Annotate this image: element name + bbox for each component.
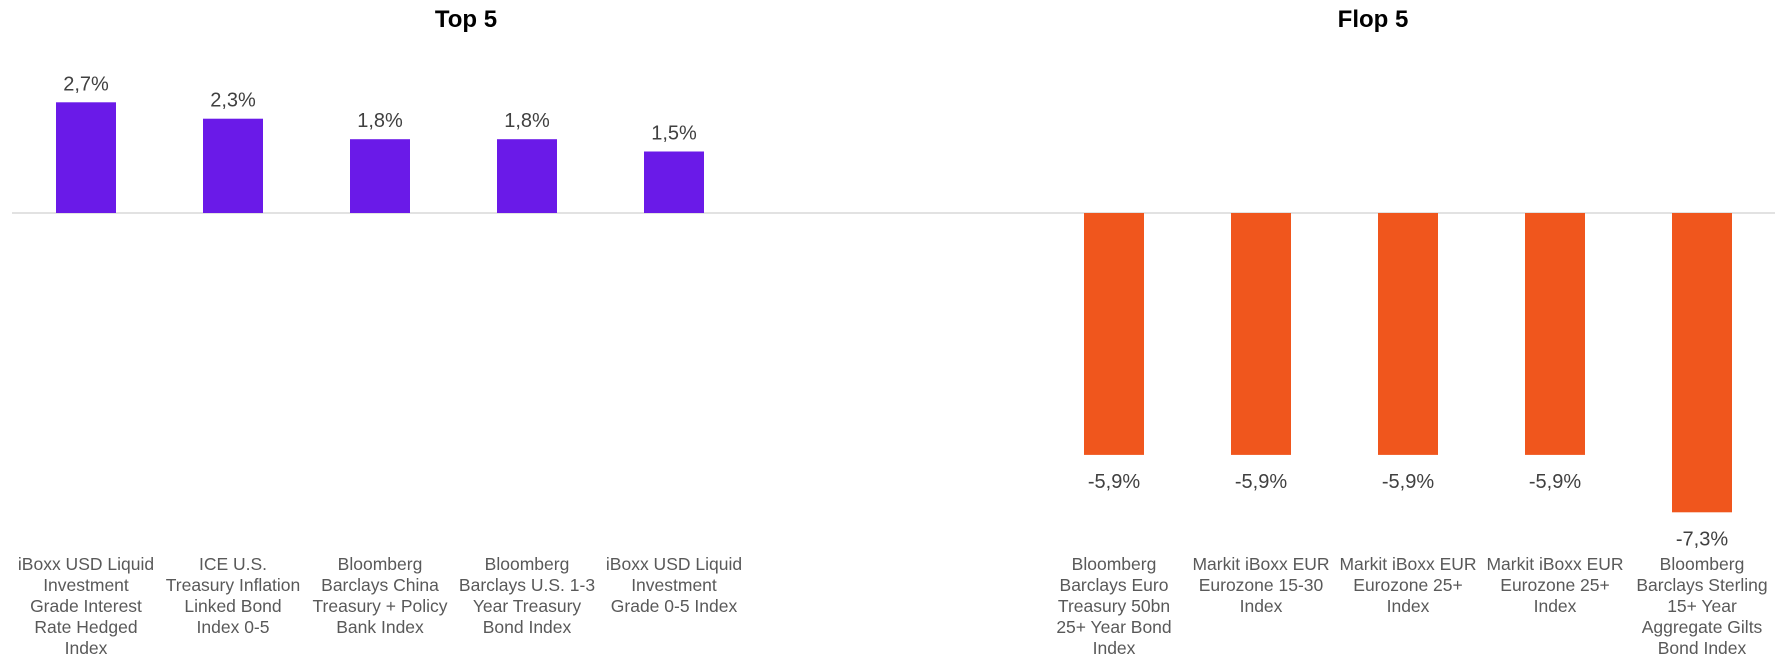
flop5-category-label-2: Markit iBoxx EUR Eurozone 15-30 Index	[1192, 554, 1329, 616]
top5-category-label-4: Bloomberg Barclays U.S. 1-3 Year Treasury B…	[459, 554, 595, 637]
top5-title: Top 5	[435, 6, 497, 33]
category-label-line: Bloomberg	[1072, 554, 1157, 574]
top5-bars: 2,7%iBoxx USD Liquid Investment Grade Inte…	[18, 73, 742, 656]
category-label-line: iBoxx USD Liquid	[606, 554, 742, 574]
top5-bar-5	[644, 151, 704, 213]
top5-bar-4	[497, 139, 557, 213]
category-label-line: 25+ Year Bond	[1056, 617, 1171, 637]
top5-bar-2	[203, 118, 263, 213]
category-label-line: Index 0-5	[197, 617, 270, 637]
top5-data-label-1: 2,7%	[63, 73, 109, 95]
flop5-bar-1	[1084, 213, 1144, 455]
category-label-line: Grade 0-5 Index	[611, 596, 738, 616]
top5-data-label-2: 2,3%	[210, 90, 256, 112]
category-label-line: Treasury 50bn	[1058, 596, 1170, 616]
category-label-line: Index	[1387, 596, 1430, 616]
category-label-line: Barclays U.S. 1-3	[459, 575, 595, 595]
category-label-line: Linked Bond	[184, 596, 281, 616]
top5-category-label-3: Bloomberg Barclays China Treasury + Policy…	[312, 554, 447, 637]
flop5-data-label-2: -5,9%	[1235, 471, 1287, 493]
top5-data-label-5: 1,5%	[651, 123, 697, 145]
flop5-bar-3	[1378, 213, 1438, 455]
category-label-line: Eurozone 25+	[1353, 575, 1462, 595]
category-label-line: Index	[65, 638, 108, 656]
flop5-data-label-4: -5,9%	[1529, 471, 1581, 493]
flop5-data-label-1: -5,9%	[1088, 471, 1140, 493]
flop5-data-label-3: -5,9%	[1382, 471, 1434, 493]
category-label-line: Bond Index	[483, 617, 572, 637]
flop5-data-label-5: -7,3%	[1676, 528, 1728, 550]
category-label-line: Barclays Sterling	[1636, 575, 1767, 595]
category-label-line: Treasury + Policy	[312, 596, 447, 616]
category-label-line: Markit iBoxx EUR	[1192, 554, 1329, 574]
category-label-line: ICE U.S.	[199, 554, 267, 574]
flop5-bars: -5,9%Bloomberg Barclays Euro Treasury 50bn…	[1056, 213, 1768, 656]
top5-bar-1	[56, 102, 116, 213]
flop5-title: Flop 5	[1338, 6, 1409, 33]
category-label-line: Rate Hedged	[34, 617, 137, 637]
category-label-line: Index	[1534, 596, 1577, 616]
flop5-bar-5	[1672, 213, 1732, 513]
category-label-line: Investment	[631, 575, 717, 595]
flop5-bar-2	[1231, 213, 1291, 455]
flop5-category-label-3: Markit iBoxx EUR Eurozone 25+ Index	[1339, 554, 1476, 616]
category-label-line: Bank Index	[336, 617, 424, 637]
top5-bar-3	[350, 139, 410, 213]
category-label-line: Index	[1093, 638, 1136, 656]
category-label-line: Aggregate Gilts	[1642, 617, 1763, 637]
top5-category-label-5: iBoxx USD Liquid Investment Grade 0-5 Inde…	[606, 554, 742, 616]
category-label-line: Eurozone 15-30	[1199, 575, 1324, 595]
category-label-line: Bloomberg	[1660, 554, 1745, 574]
top5-category-label-1: iBoxx USD Liquid Investment Grade Interest…	[18, 554, 154, 656]
category-label-line: Bloomberg	[338, 554, 423, 574]
category-label-line: Eurozone 25+	[1500, 575, 1609, 595]
top5-data-label-3: 1,8%	[357, 110, 403, 132]
category-label-line: Grade Interest	[30, 596, 142, 616]
category-label-line: Bloomberg	[485, 554, 570, 574]
category-label-line: Index	[1240, 596, 1283, 616]
flop5-category-label-4: Markit iBoxx EUR Eurozone 25+ Index	[1486, 554, 1623, 616]
category-label-line: Markit iBoxx EUR	[1486, 554, 1623, 574]
category-label-line: Year Treasury	[473, 596, 582, 616]
category-label-line: Markit iBoxx EUR	[1339, 554, 1476, 574]
top5-data-label-4: 1,8%	[504, 110, 550, 132]
category-label-line: 15+ Year	[1667, 596, 1737, 616]
flop5-category-label-1: Bloomberg Barclays Euro Treasury 50bn 25+ Y…	[1056, 554, 1171, 656]
category-label-line: Treasury Inflation	[166, 575, 301, 595]
category-label-line: Investment	[43, 575, 129, 595]
category-label-line: iBoxx USD Liquid	[18, 554, 154, 574]
category-label-line: Bond Index	[1658, 638, 1747, 656]
flop5-bar-4	[1525, 213, 1585, 455]
flop5-category-label-5: Bloomberg Barclays Sterling 15+ Year Aggreg…	[1636, 554, 1767, 656]
top5-category-label-2: ICE U.S. Treasury Inflation Linked Bond Ind…	[166, 554, 301, 637]
category-label-line: Barclays Euro	[1060, 575, 1169, 595]
category-label-line: Barclays China	[321, 575, 439, 595]
